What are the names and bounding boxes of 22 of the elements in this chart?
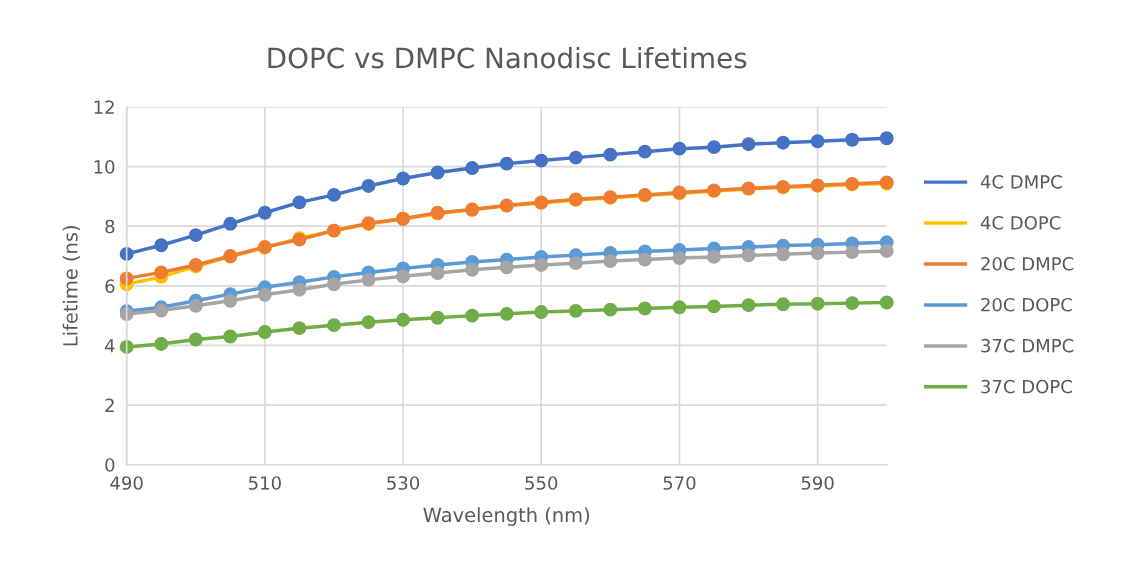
legend-label: 20C DMPC — [981, 256, 1074, 271]
legend-label: 4C DMPC — [980, 175, 1062, 189]
y-tick-label: 10 — [94, 160, 115, 174]
legend-label: 4C DOPC — [980, 215, 1061, 230]
x-tick-label: 530 — [387, 476, 420, 490]
chart-title: DOPC vs DMPC Nanodisc Lifetimes — [268, 46, 747, 69]
y-axis-title: Lifetime (ns) — [62, 226, 80, 346]
y-tick-label: 8 — [105, 219, 115, 234]
y-tick-label: 6 — [105, 279, 115, 293]
x-tick-label: 490 — [110, 476, 143, 490]
x-tick-label: 510 — [249, 476, 281, 490]
y-tick-label: 4 — [104, 339, 115, 353]
x-tick-label: 570 — [663, 476, 696, 490]
y-tick-label: 12 — [94, 100, 114, 114]
x-axis-title: Wavelength (nm) — [423, 507, 590, 526]
legend-label: 20C DOPC — [981, 297, 1072, 312]
legend-label: 37C DOPC — [981, 379, 1072, 394]
y-tick-label: 0 — [105, 458, 115, 472]
y-tick-label: 2 — [105, 398, 114, 412]
x-tick-label: 590 — [801, 476, 834, 490]
x-tick-label: 550 — [525, 476, 558, 490]
legend-label: 37C DMPC — [981, 338, 1074, 353]
